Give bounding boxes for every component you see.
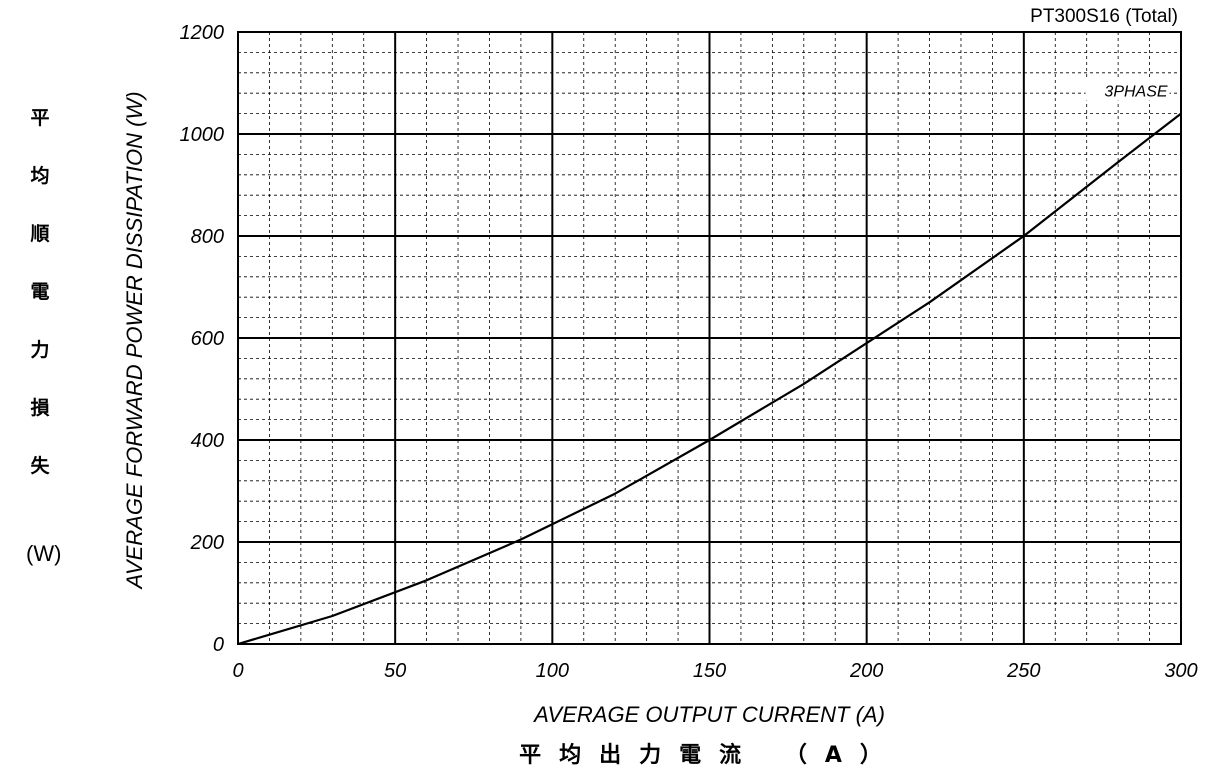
y-tick-label: 600 (191, 328, 224, 350)
annotations: 3PHASE (1085, 78, 1170, 101)
x-tick-label: 300 (1164, 660, 1197, 682)
y-label-jp-char: 電 (30, 281, 50, 303)
plot-frame (237, 31, 1182, 645)
x-tick-label: 150 (693, 660, 726, 682)
x-axis-label: AVERAGE OUTPUT CURRENT (A) (534, 702, 885, 727)
y-tick-label: 1000 (180, 124, 225, 146)
y-tick-label: 200 (190, 532, 224, 554)
y-label-jp-char: 損 (30, 397, 50, 419)
y-label-jp-char: 失 (30, 455, 50, 477)
major-grid (238, 32, 1181, 644)
series-layer (237, 112, 1182, 646)
x-tick-label: 100 (536, 660, 569, 682)
y-label-jp-char: 力 (30, 339, 50, 361)
x-tick-label: 250 (1006, 660, 1040, 682)
y-tick-label: 1200 (180, 22, 225, 44)
y-label-jp-char: 平 (30, 107, 50, 129)
x-tick-labels: 0 50 100 150 200 250 300 (232, 660, 1197, 682)
y-label-jp-char: 順 (30, 223, 50, 245)
y-tick-labels: 0 200 400 600 800 1000 1200 (180, 22, 225, 656)
series-annotation: 3PHASE (1104, 84, 1167, 101)
chart-title: PT300S16 (Total) (1030, 6, 1178, 27)
y-label-jp-char: 均 (30, 165, 50, 187)
y-label-jp-unit: (W) (26, 541, 62, 566)
x-tick-label: 50 (384, 660, 406, 682)
series-line-3phase (237, 112, 1182, 646)
x-tick-label: 200 (849, 660, 883, 682)
y-tick-label: 800 (191, 226, 224, 248)
annotation-background (1085, 78, 1170, 101)
x-axis-label-jp: 平均出力電流 （A） (519, 743, 900, 768)
y-tick-label: 400 (191, 430, 224, 452)
y-axis-label: AVERAGE FORWARD POWER DISSIPATION (W) (122, 91, 147, 589)
y-tick-label: 0 (213, 634, 224, 656)
x-tick-label: 0 (232, 660, 243, 682)
